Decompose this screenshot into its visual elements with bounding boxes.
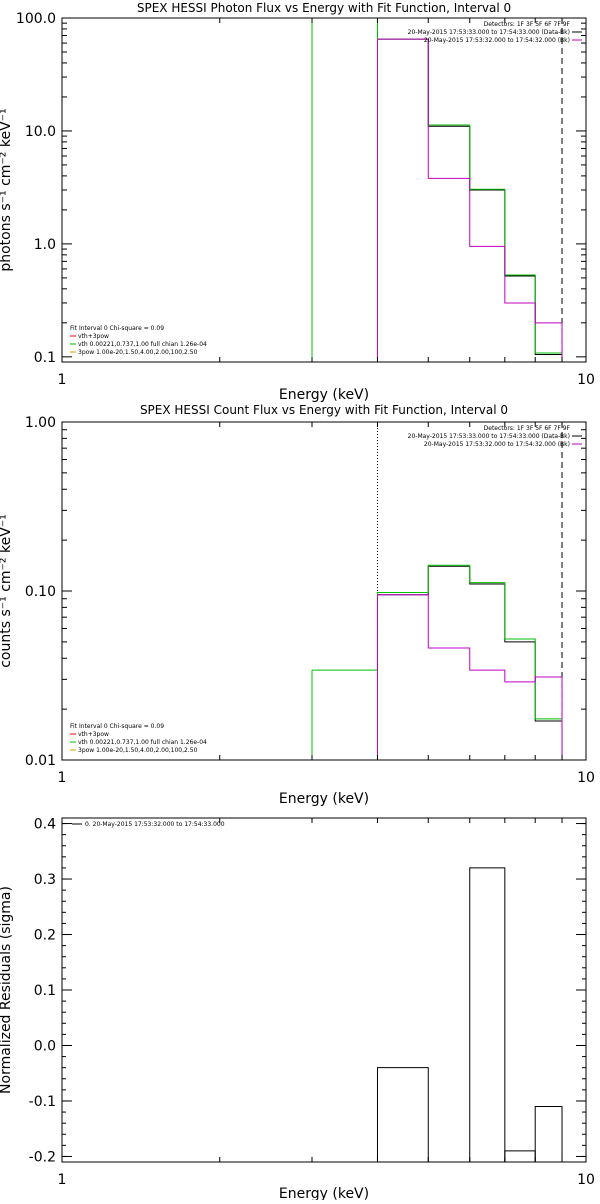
legend-entry: Fit Interval 0 Chi-square = 0.09 — [70, 325, 164, 332]
residual-bar — [504, 1150, 536, 1162]
plot-frame — [61, 17, 587, 363]
legend-entry: vth+3pow — [78, 731, 109, 738]
y-tick-label: 0.2 — [34, 928, 56, 944]
x-tick-label: 10 — [577, 372, 595, 388]
chart-panel-3: 1 10 -0.2 -0.1 0.0 0.1 0.2 0.3 0.4 Energy (keV) No… — [0, 817, 595, 1202]
legend-entry: 20-May-2015 17:53:33.000 to 17:54:33.000… — [408, 29, 570, 36]
legend-entry: 20-May-2015 17:53:33.000 to 17:54:33.000… — [408, 433, 570, 440]
x-tick-label: 1 — [58, 770, 67, 786]
series-line-data — [377, 565, 563, 722]
x-axis-label: Energy (keV) — [279, 791, 369, 807]
plot-area — [311, 18, 563, 362]
chart-title: SPEX HESSI Photon Flux vs Energy with Fi… — [137, 1, 511, 15]
y-tick-label: 1.0 — [34, 237, 56, 253]
x-tick-label: 10 — [577, 1172, 595, 1188]
residual-bar — [469, 867, 506, 1162]
x-tick-label: 10 — [577, 770, 595, 786]
y-axis-label: counts s⁻¹ cm⁻² keV⁻¹ — [0, 514, 14, 668]
y-tick-label: 0.1 — [34, 350, 56, 366]
x-tick-label: 1 — [58, 1172, 67, 1188]
plot-area — [311, 422, 563, 760]
legend-entry: 20-May-2015 17:53:32.000 to 17:54:32.000… — [424, 37, 570, 44]
y-tick-label: 0.10 — [25, 584, 56, 600]
y-tick-label: 10.0 — [25, 124, 56, 140]
legend-entry: Detectors: 1F 3F 5F 6F 7F 9F — [484, 21, 571, 28]
legend-entry: Fit Interval 0 Chi-square = 0.09 — [70, 723, 164, 730]
y-tick-label: -0.2 — [29, 1149, 56, 1165]
series-line-bk — [377, 594, 563, 683]
y-tick-label: 0.01 — [25, 753, 56, 769]
legend-entry: 0. 20-May-2015 17:53:32.000 to 17:54:33.… — [85, 821, 225, 828]
x-tick-label: 1 — [58, 372, 67, 388]
legend-entry: Detectors: 1F 3F 5F 6F 7F 9F — [484, 425, 571, 432]
legend-entry: 3pow 1.00e-20,1.50,4.00,2.00,100,2.50 — [78, 747, 198, 754]
series-line-bk — [377, 38, 563, 324]
y-axis-label: photons s⁻¹ cm⁻² keV⁻¹ — [0, 108, 14, 271]
y-tick-label: 0.0 — [34, 1038, 56, 1054]
y-tick-label: 0.3 — [34, 872, 56, 888]
residual-bar — [376, 1067, 429, 1162]
y-tick-label: -0.1 — [29, 1094, 56, 1110]
y-tick-label: 0.4 — [34, 817, 56, 833]
x-axis-label: Energy (keV) — [279, 1186, 369, 1200]
legend-entry: 20-May-2015 17:53:32.000 to 17:54:32.000… — [424, 441, 570, 448]
legend-entry: vth 0.00221,0.737,1.00 full chian 1.26e-… — [78, 739, 207, 746]
residual-bar — [534, 1106, 563, 1162]
x-axis-label: Energy (keV) — [279, 387, 369, 403]
y-tick-label: 0.1 — [34, 983, 56, 999]
plot-frame — [61, 421, 587, 761]
legend-entry: vth+3pow — [78, 333, 109, 340]
series-line-vth-3pow — [376, 18, 563, 354]
y-axis-label: Normalized Residuals (sigma) — [0, 886, 14, 1094]
plot-area — [376, 867, 563, 1162]
chart-title: SPEX HESSI Count Flux vs Energy with Fit… — [140, 403, 508, 417]
legend-entry: vth 0.00221,0.737,1.00 full chian 1.26e-… — [78, 341, 207, 348]
chart-panel-1: 1 10 0.1 1.0 10.0 100.0 SPEX HESSI Photon Flux… — [0, 1, 595, 403]
plot-frame — [61, 817, 587, 1163]
chart-panel-2: 1 10 0.01 0.10 1.00 SPEX HESSI Count Flux vs … — [0, 403, 595, 807]
legend-entry: 3pow 1.00e-20,1.50,4.00,2.00,100,2.50 — [78, 349, 198, 356]
y-tick-label: 1.00 — [25, 415, 56, 431]
y-tick-label: 100.0 — [16, 11, 56, 27]
